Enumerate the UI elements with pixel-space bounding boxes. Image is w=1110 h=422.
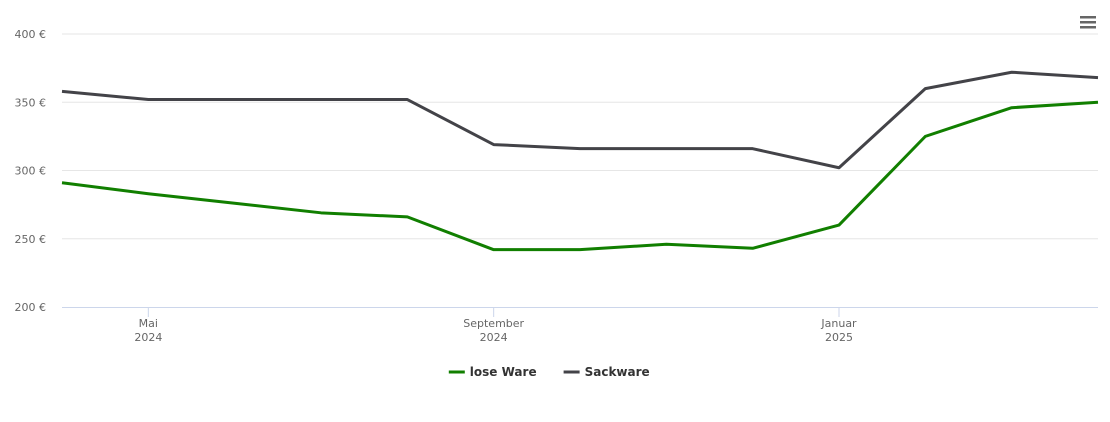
y-tick-label: 200 € — [15, 301, 47, 314]
x-tick-label: September 2024 — [463, 317, 524, 344]
x-tick-label: Mai 2024 — [134, 317, 162, 344]
legend-label: lose Ware — [470, 365, 537, 379]
x-tick-label: Januar 2025 — [820, 317, 857, 344]
series-line — [61, 100, 1099, 252]
series-line — [61, 70, 1099, 170]
y-tick-label: 400 € — [15, 28, 47, 41]
legend-item[interactable]: Sackware — [563, 365, 650, 379]
legend-item[interactable]: lose Ware — [448, 365, 537, 379]
menu-button[interactable] — [1080, 16, 1096, 29]
legend-label: Sackware — [585, 365, 650, 379]
y-tick-label: 350 € — [15, 96, 47, 109]
y-tick-label: 250 € — [15, 233, 47, 246]
y-tick-label: 300 € — [15, 165, 47, 178]
